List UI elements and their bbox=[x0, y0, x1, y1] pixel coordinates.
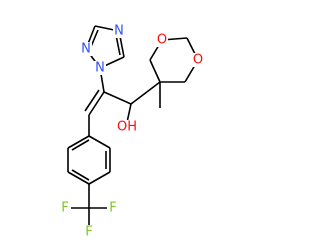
atom-label: F bbox=[61, 201, 68, 216]
atom-label: F bbox=[85, 225, 92, 240]
atom-labels: N N N O O OH F F F bbox=[61, 24, 203, 240]
atom-label: F bbox=[109, 201, 116, 216]
label-backgrounds bbox=[59, 24, 204, 239]
atom-label: O bbox=[157, 33, 167, 48]
bonds bbox=[65, 25, 199, 232]
atom-label: OH bbox=[117, 120, 137, 135]
atom-label: N bbox=[114, 24, 124, 39]
atom-label: N bbox=[95, 61, 105, 76]
structure: N N N O O OH F F F bbox=[59, 23, 204, 240]
atom-label: O bbox=[193, 53, 203, 68]
atom-label: N bbox=[81, 42, 91, 57]
